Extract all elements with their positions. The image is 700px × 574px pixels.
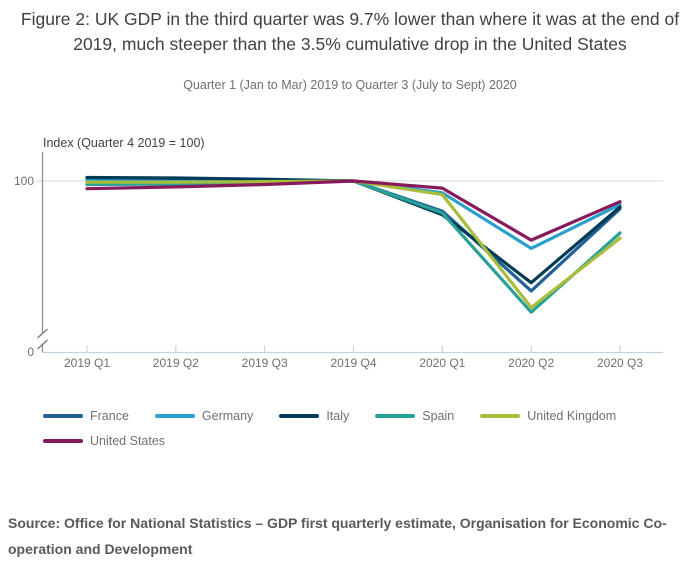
legend-swatch [43, 414, 83, 418]
legend-item-united-kingdom: United Kingdom [480, 408, 616, 424]
series-line-italy [85, 175, 622, 285]
legend-label: Spain [422, 409, 455, 423]
x-axis-label: 2019 Q1 [64, 356, 110, 370]
legend-swatch [154, 414, 195, 418]
y-axis-break-slash [37, 339, 48, 350]
legend-label: France [90, 409, 129, 423]
x-axis-label: 2019 Q4 [330, 356, 376, 370]
legend-item-spain: Spain [375, 408, 454, 424]
legend-swatch [375, 414, 416, 418]
legend-label: United Kingdom [527, 409, 617, 423]
legend-label: Germany [201, 409, 254, 423]
series-line-united-states [85, 179, 622, 242]
legend-swatch [43, 439, 83, 443]
legend-item-france: France [43, 408, 129, 424]
chart-title: Figure 2: UK GDP in the third quarter wa… [20, 9, 680, 54]
series-line-germany [85, 178, 622, 250]
source-note: Source: Office for National Statistics –… [8, 515, 667, 557]
x-axis-label: 2020 Q3 [597, 356, 643, 370]
chart-subtitle: Quarter 1 (Jan to Mar) 2019 to Quarter 3… [183, 78, 517, 92]
legend-swatch [480, 414, 521, 418]
y-axis-break-slash [37, 328, 48, 339]
legend-label: Italy [326, 409, 350, 423]
y-axis-label-0: 0 [27, 345, 34, 359]
x-axis-label: 2019 Q3 [242, 356, 288, 370]
legend-item-italy: Italy [279, 408, 349, 424]
legend-item-germany: Germany [154, 408, 254, 424]
x-axis-label: 2020 Q2 [508, 356, 554, 370]
chart-legend: France Germany Italy Spain United Kingdom Uni… [43, 408, 668, 449]
series-line-spain [85, 179, 622, 314]
y-axis-title: Index (Quarter 4 2019 = 100) [43, 136, 205, 150]
legend-item-united-states: United States [43, 433, 165, 449]
legend-swatch [279, 414, 320, 418]
y-axis-label-100: 100 [14, 174, 34, 188]
x-axis-label: 2020 Q1 [419, 356, 465, 370]
y-axis-break-gap [39, 333, 46, 344]
legend-label: United States [90, 434, 166, 448]
x-axis-label: 2019 Q2 [153, 356, 199, 370]
